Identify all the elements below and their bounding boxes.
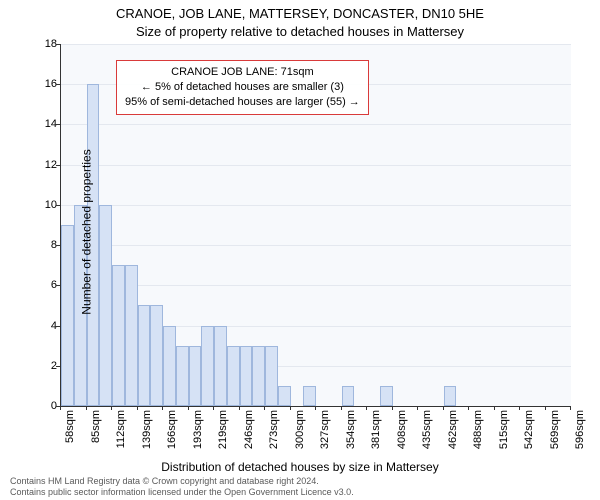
x-tick-mark <box>60 406 61 410</box>
gridline <box>61 165 571 166</box>
x-tick-label: 139sqm <box>141 410 153 462</box>
x-tick-mark <box>213 406 214 410</box>
histogram-bar <box>125 265 138 406</box>
x-tick-label: 327sqm <box>319 410 331 462</box>
x-tick-label: 193sqm <box>192 410 204 462</box>
footer-attribution: Contains HM Land Registry data © Crown c… <box>10 476 354 498</box>
y-tick-mark <box>56 366 60 367</box>
x-tick-label: 354sqm <box>345 410 357 462</box>
histogram-bar <box>150 305 163 406</box>
annotation-box: CRANOE JOB LANE: 71sqm ← 5% of detached … <box>116 60 369 115</box>
x-tick-mark <box>290 406 291 410</box>
annotation-line-3: 95% of semi-detached houses are larger (… <box>125 95 360 110</box>
x-tick-mark <box>86 406 87 410</box>
y-tick-mark <box>56 124 60 125</box>
x-tick-label: 219sqm <box>217 410 229 462</box>
x-tick-mark <box>264 406 265 410</box>
x-tick-mark <box>494 406 495 410</box>
x-tick-mark <box>111 406 112 410</box>
x-tick-mark <box>188 406 189 410</box>
x-tick-label: 273sqm <box>268 410 280 462</box>
y-tick-label: 10 <box>37 199 57 211</box>
gridline <box>61 44 571 45</box>
x-tick-label: 112sqm <box>115 410 127 462</box>
y-tick-label: 2 <box>37 360 57 372</box>
x-tick-label: 85sqm <box>90 410 102 462</box>
y-tick-mark <box>56 44 60 45</box>
x-tick-label: 596sqm <box>574 410 586 462</box>
x-tick-label: 381sqm <box>370 410 382 462</box>
footer-line-1: Contains HM Land Registry data © Crown c… <box>10 476 354 487</box>
histogram-bar <box>303 386 316 406</box>
histogram-bar <box>99 205 112 406</box>
y-tick-label: 0 <box>37 400 57 412</box>
x-tick-mark <box>417 406 418 410</box>
histogram-bar <box>278 386 291 406</box>
histogram-bar <box>252 346 265 406</box>
y-tick-label: 4 <box>37 320 57 332</box>
y-tick-mark <box>56 165 60 166</box>
x-tick-label: 408sqm <box>396 410 408 462</box>
y-tick-mark <box>56 205 60 206</box>
x-tick-mark <box>570 406 571 410</box>
histogram-bar <box>444 386 457 406</box>
chart-title-main: CRANOE, JOB LANE, MATTERSEY, DONCASTER, … <box>0 6 600 21</box>
y-tick-label: 18 <box>37 38 57 50</box>
x-tick-label: 435sqm <box>421 410 433 462</box>
histogram-bar <box>138 305 151 406</box>
x-tick-label: 58sqm <box>64 410 76 462</box>
gridline <box>61 205 571 206</box>
gridline <box>61 124 571 125</box>
y-tick-label: 6 <box>37 279 57 291</box>
x-tick-label: 569sqm <box>549 410 561 462</box>
x-tick-mark <box>162 406 163 410</box>
x-axis-label: Distribution of detached houses by size … <box>0 460 600 474</box>
y-tick-label: 14 <box>37 118 57 130</box>
histogram-bar <box>201 326 214 406</box>
x-tick-mark <box>239 406 240 410</box>
gridline <box>61 245 571 246</box>
histogram-bar <box>176 346 189 406</box>
x-tick-mark <box>315 406 316 410</box>
x-tick-mark <box>519 406 520 410</box>
histogram-bar <box>265 346 278 406</box>
x-tick-label: 488sqm <box>472 410 484 462</box>
y-axis-label: Number of detached properties <box>80 149 94 314</box>
x-tick-label: 246sqm <box>243 410 255 462</box>
y-tick-label: 16 <box>37 78 57 90</box>
histogram-bar <box>342 386 355 406</box>
x-tick-mark <box>137 406 138 410</box>
y-tick-mark <box>56 84 60 85</box>
x-tick-mark <box>341 406 342 410</box>
x-tick-label: 542sqm <box>523 410 535 462</box>
histogram-bar <box>163 326 176 406</box>
histogram-bar <box>227 346 240 406</box>
y-tick-mark <box>56 245 60 246</box>
histogram-bar <box>61 225 74 406</box>
histogram-bar <box>189 346 202 406</box>
y-tick-mark <box>56 326 60 327</box>
footer-line-2: Contains public sector information licen… <box>10 487 354 498</box>
y-tick-label: 8 <box>37 239 57 251</box>
annotation-line-2: ← 5% of detached houses are smaller (3) <box>125 80 360 95</box>
annotation-line-1: CRANOE JOB LANE: 71sqm <box>125 65 360 80</box>
x-tick-label: 300sqm <box>294 410 306 462</box>
y-tick-mark <box>56 285 60 286</box>
histogram-bar <box>380 386 393 406</box>
x-tick-mark <box>545 406 546 410</box>
x-tick-label: 166sqm <box>166 410 178 462</box>
histogram-bar <box>240 346 253 406</box>
y-tick-label: 12 <box>37 159 57 171</box>
x-tick-label: 515sqm <box>498 410 510 462</box>
x-tick-mark <box>468 406 469 410</box>
histogram-bar <box>214 326 227 406</box>
x-tick-mark <box>366 406 367 410</box>
histogram-bar <box>112 265 125 406</box>
x-tick-label: 462sqm <box>447 410 459 462</box>
chart-title-sub: Size of property relative to detached ho… <box>0 24 600 39</box>
gridline <box>61 285 571 286</box>
x-tick-mark <box>392 406 393 410</box>
x-tick-mark <box>443 406 444 410</box>
